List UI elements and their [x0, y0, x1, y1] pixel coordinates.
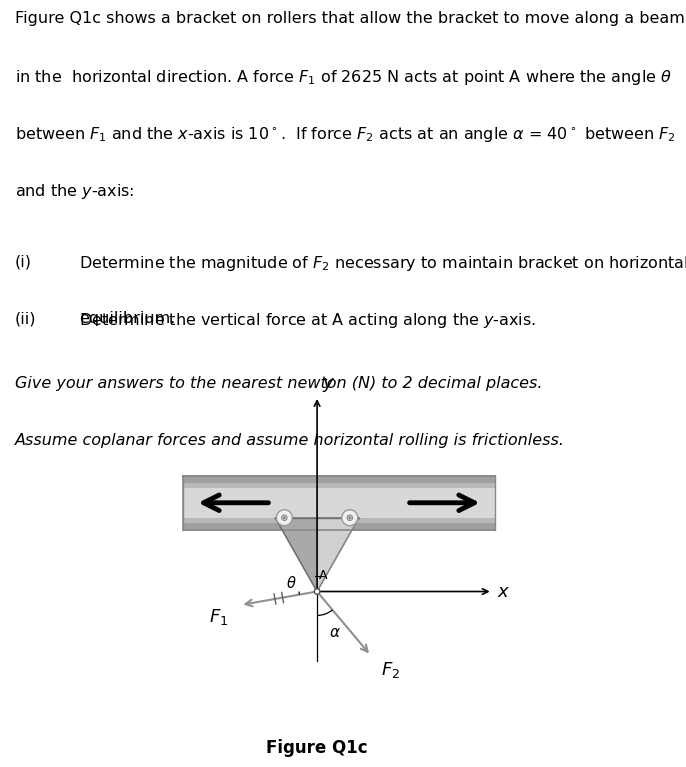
Text: Determine the vertical force at A acting along the $y$-axis.: Determine the vertical force at A acting… — [79, 311, 536, 330]
Text: $y$: $y$ — [322, 376, 335, 394]
Text: Figure Q1c: Figure Q1c — [266, 739, 368, 757]
Circle shape — [348, 517, 351, 518]
Bar — [183, 483, 495, 522]
Text: A: A — [319, 568, 327, 581]
Text: equilibrium.: equilibrium. — [79, 311, 175, 326]
Circle shape — [347, 515, 353, 521]
Polygon shape — [275, 518, 317, 591]
Bar — [183, 476, 495, 483]
Text: and the $y$-axis:: and the $y$-axis: — [15, 183, 134, 201]
Text: $F_2$: $F_2$ — [381, 660, 400, 680]
Text: $\theta$: $\theta$ — [286, 574, 296, 591]
Circle shape — [276, 510, 292, 525]
Text: Give your answers to the nearest newton (N) to 2 decimal places.: Give your answers to the nearest newton … — [15, 376, 543, 390]
Text: between $F_1$ and the $x$-axis is 10$^\circ$.  If force $F_2$ acts at an angle $: between $F_1$ and the $x$-axis is 10$^\c… — [15, 125, 676, 144]
Text: $\alpha$: $\alpha$ — [329, 625, 341, 640]
Text: (i): (i) — [15, 254, 32, 269]
Bar — [183, 476, 495, 530]
Circle shape — [314, 589, 320, 594]
Circle shape — [283, 517, 285, 518]
Bar — [183, 483, 495, 488]
Circle shape — [281, 515, 287, 521]
Text: $x$: $x$ — [497, 582, 510, 601]
Text: in the  horizontal direction. A force $F_1$ of 2625 N acts at point A where the : in the horizontal direction. A force $F_… — [15, 68, 672, 87]
Text: (ii): (ii) — [15, 311, 36, 326]
Bar — [183, 522, 495, 530]
Polygon shape — [275, 518, 359, 591]
Text: Figure Q1c shows a bracket on rollers that allow the bracket to move along a bea: Figure Q1c shows a bracket on rollers th… — [15, 11, 685, 26]
Text: Determine the magnitude of $F_2$ necessary to maintain bracket on horizontal: Determine the magnitude of $F_2$ necessa… — [79, 254, 686, 273]
Text: $F_1$: $F_1$ — [209, 607, 228, 627]
Circle shape — [342, 510, 358, 525]
Bar — [183, 518, 495, 522]
Text: Assume coplanar forces and assume horizontal rolling is frictionless.: Assume coplanar forces and assume horizo… — [15, 433, 565, 448]
